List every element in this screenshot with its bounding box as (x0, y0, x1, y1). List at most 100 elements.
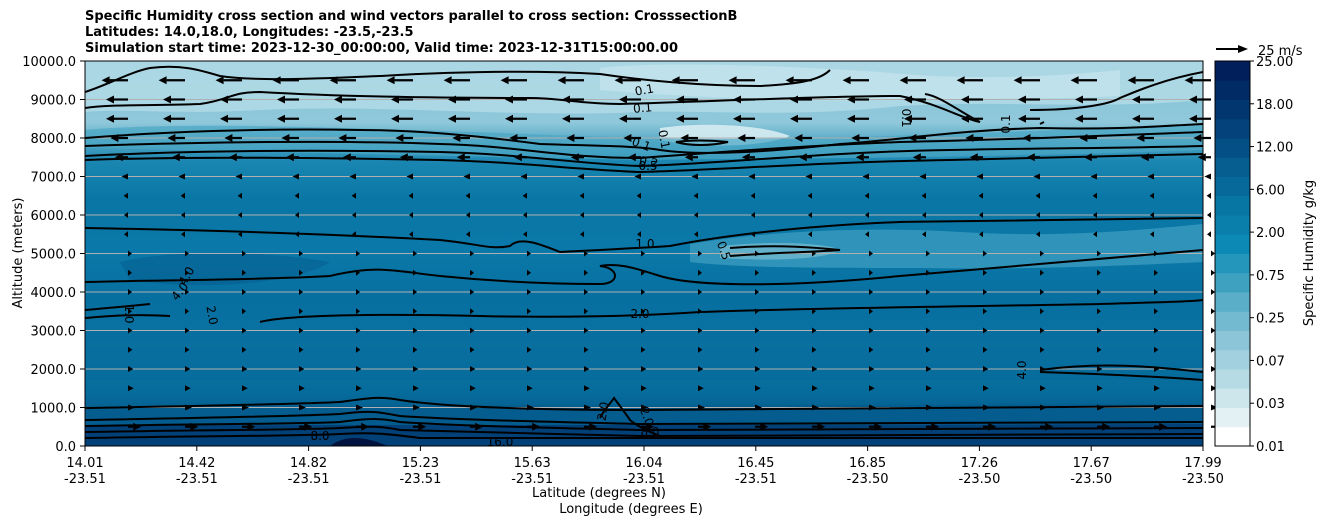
colorbar-segment (1215, 176, 1250, 197)
colorbar-segment (1215, 118, 1250, 139)
wind-vector (865, 212, 869, 218)
wind-vector (242, 422, 256, 431)
wind-vector (751, 231, 755, 238)
wind-vector-head (919, 173, 926, 180)
wind-vector-head (627, 153, 636, 162)
x-tick-label-longitude: -23.50 (958, 472, 1000, 487)
wind-vector-head (1040, 366, 1046, 372)
x-tick-label-latitude: 16.04 (625, 456, 662, 471)
wind-vector-head (812, 366, 818, 372)
wind-vector-head (579, 192, 584, 199)
wind-vector-head (185, 404, 193, 411)
wind-vector (1083, 153, 1097, 162)
wind-vector (1211, 289, 1215, 295)
y-tick-label: 7000.0 (31, 171, 77, 186)
wind-vector (794, 134, 812, 142)
wind-vector (862, 173, 869, 180)
colorbar-tick-label: 0.75 (1256, 269, 1285, 284)
wind-vector (637, 212, 641, 218)
wind-vector (237, 192, 242, 199)
wind-vector-head (755, 250, 759, 257)
wind-vector (163, 114, 185, 123)
wind-vector-head (190, 422, 199, 431)
wind-vector (847, 114, 869, 123)
wind-vector (983, 308, 987, 315)
wind-vector-head (1211, 366, 1217, 372)
wind-vector-head (299, 366, 305, 372)
wind-vector-head (391, 95, 399, 104)
wind-vector-head (185, 289, 189, 295)
wind-vector-head (452, 134, 461, 142)
wind-vector-head (171, 153, 180, 162)
wind-vector-head (926, 366, 932, 372)
wind-vector (242, 366, 248, 372)
wind-vector (847, 95, 869, 104)
wind-vector (755, 346, 760, 353)
wind-vector-head (470, 269, 474, 276)
wind-vector (1070, 76, 1097, 85)
wind-vector-head (961, 95, 969, 104)
x-tick-label-longitude: -23.50 (1070, 472, 1112, 487)
wind-vector-head (926, 346, 931, 353)
wind-vector (1036, 231, 1040, 238)
wind-vector-head (842, 76, 851, 85)
wind-vector-head (748, 173, 755, 180)
wind-reference-arrowhead (1238, 45, 1248, 53)
wind-vector-head (847, 114, 855, 123)
wind-vector (527, 422, 541, 431)
wind-vector-head (391, 114, 399, 123)
wind-vector-head (969, 153, 978, 162)
wind-vector (1154, 422, 1168, 431)
wind-vector (277, 95, 299, 104)
colorbar-tick-label: 2.00 (1256, 226, 1285, 241)
wind-vector (1097, 289, 1101, 295)
wind-vector-head (562, 114, 570, 123)
wind-vector (619, 95, 641, 104)
wind-vector (352, 231, 356, 238)
wind-vector (356, 404, 364, 411)
wind-vector (500, 76, 527, 85)
wind-vector-head (634, 173, 641, 180)
wind-vector-head (869, 346, 874, 353)
wind-vector (637, 231, 641, 238)
wind-vector (570, 153, 584, 162)
wind-vector (413, 250, 417, 257)
wind-vector-head (805, 173, 812, 180)
wind-vector-head (527, 327, 532, 334)
wind-vector (698, 385, 704, 392)
x-tick-label-longitude: -23.50 (1182, 472, 1224, 487)
wind-vector (128, 404, 136, 411)
y-tick-label: 4000.0 (31, 286, 77, 301)
wind-vector-head (641, 269, 645, 276)
wind-vector (1211, 366, 1217, 372)
colorbar-segment (1215, 349, 1250, 370)
wind-vector-head (1026, 153, 1035, 162)
wind-vector (299, 366, 305, 372)
wind-vector-head (1211, 289, 1215, 295)
wind-vector-head (1018, 95, 1026, 104)
wind-vector (391, 114, 413, 123)
wind-vector-head (1132, 114, 1140, 123)
wind-vector-head (1154, 385, 1160, 392)
wind-vector-head (242, 289, 246, 295)
wind-vector-head (979, 212, 983, 218)
wind-vector (527, 327, 532, 334)
wind-vector (299, 404, 307, 411)
wind-vector (1040, 366, 1046, 372)
x-tick-label-longitude: -23.51 (288, 472, 330, 487)
wind-vector-head (698, 366, 704, 372)
contour-label: 2.0 (203, 305, 220, 326)
wind-vector (737, 134, 755, 142)
y-tick-label: 5000.0 (31, 248, 77, 263)
wind-vector-head (1211, 346, 1216, 353)
wind-vector-head (1193, 134, 1202, 142)
wind-vector-head (584, 289, 588, 295)
wind-vector (235, 173, 242, 180)
wind-vector (124, 231, 128, 238)
wind-vector (641, 327, 646, 334)
wind-vector (899, 76, 926, 85)
wind-vector-head (356, 346, 361, 353)
wind-vector-head (356, 327, 361, 334)
wind-vector (1040, 308, 1044, 315)
wind-vector-head (128, 269, 132, 276)
